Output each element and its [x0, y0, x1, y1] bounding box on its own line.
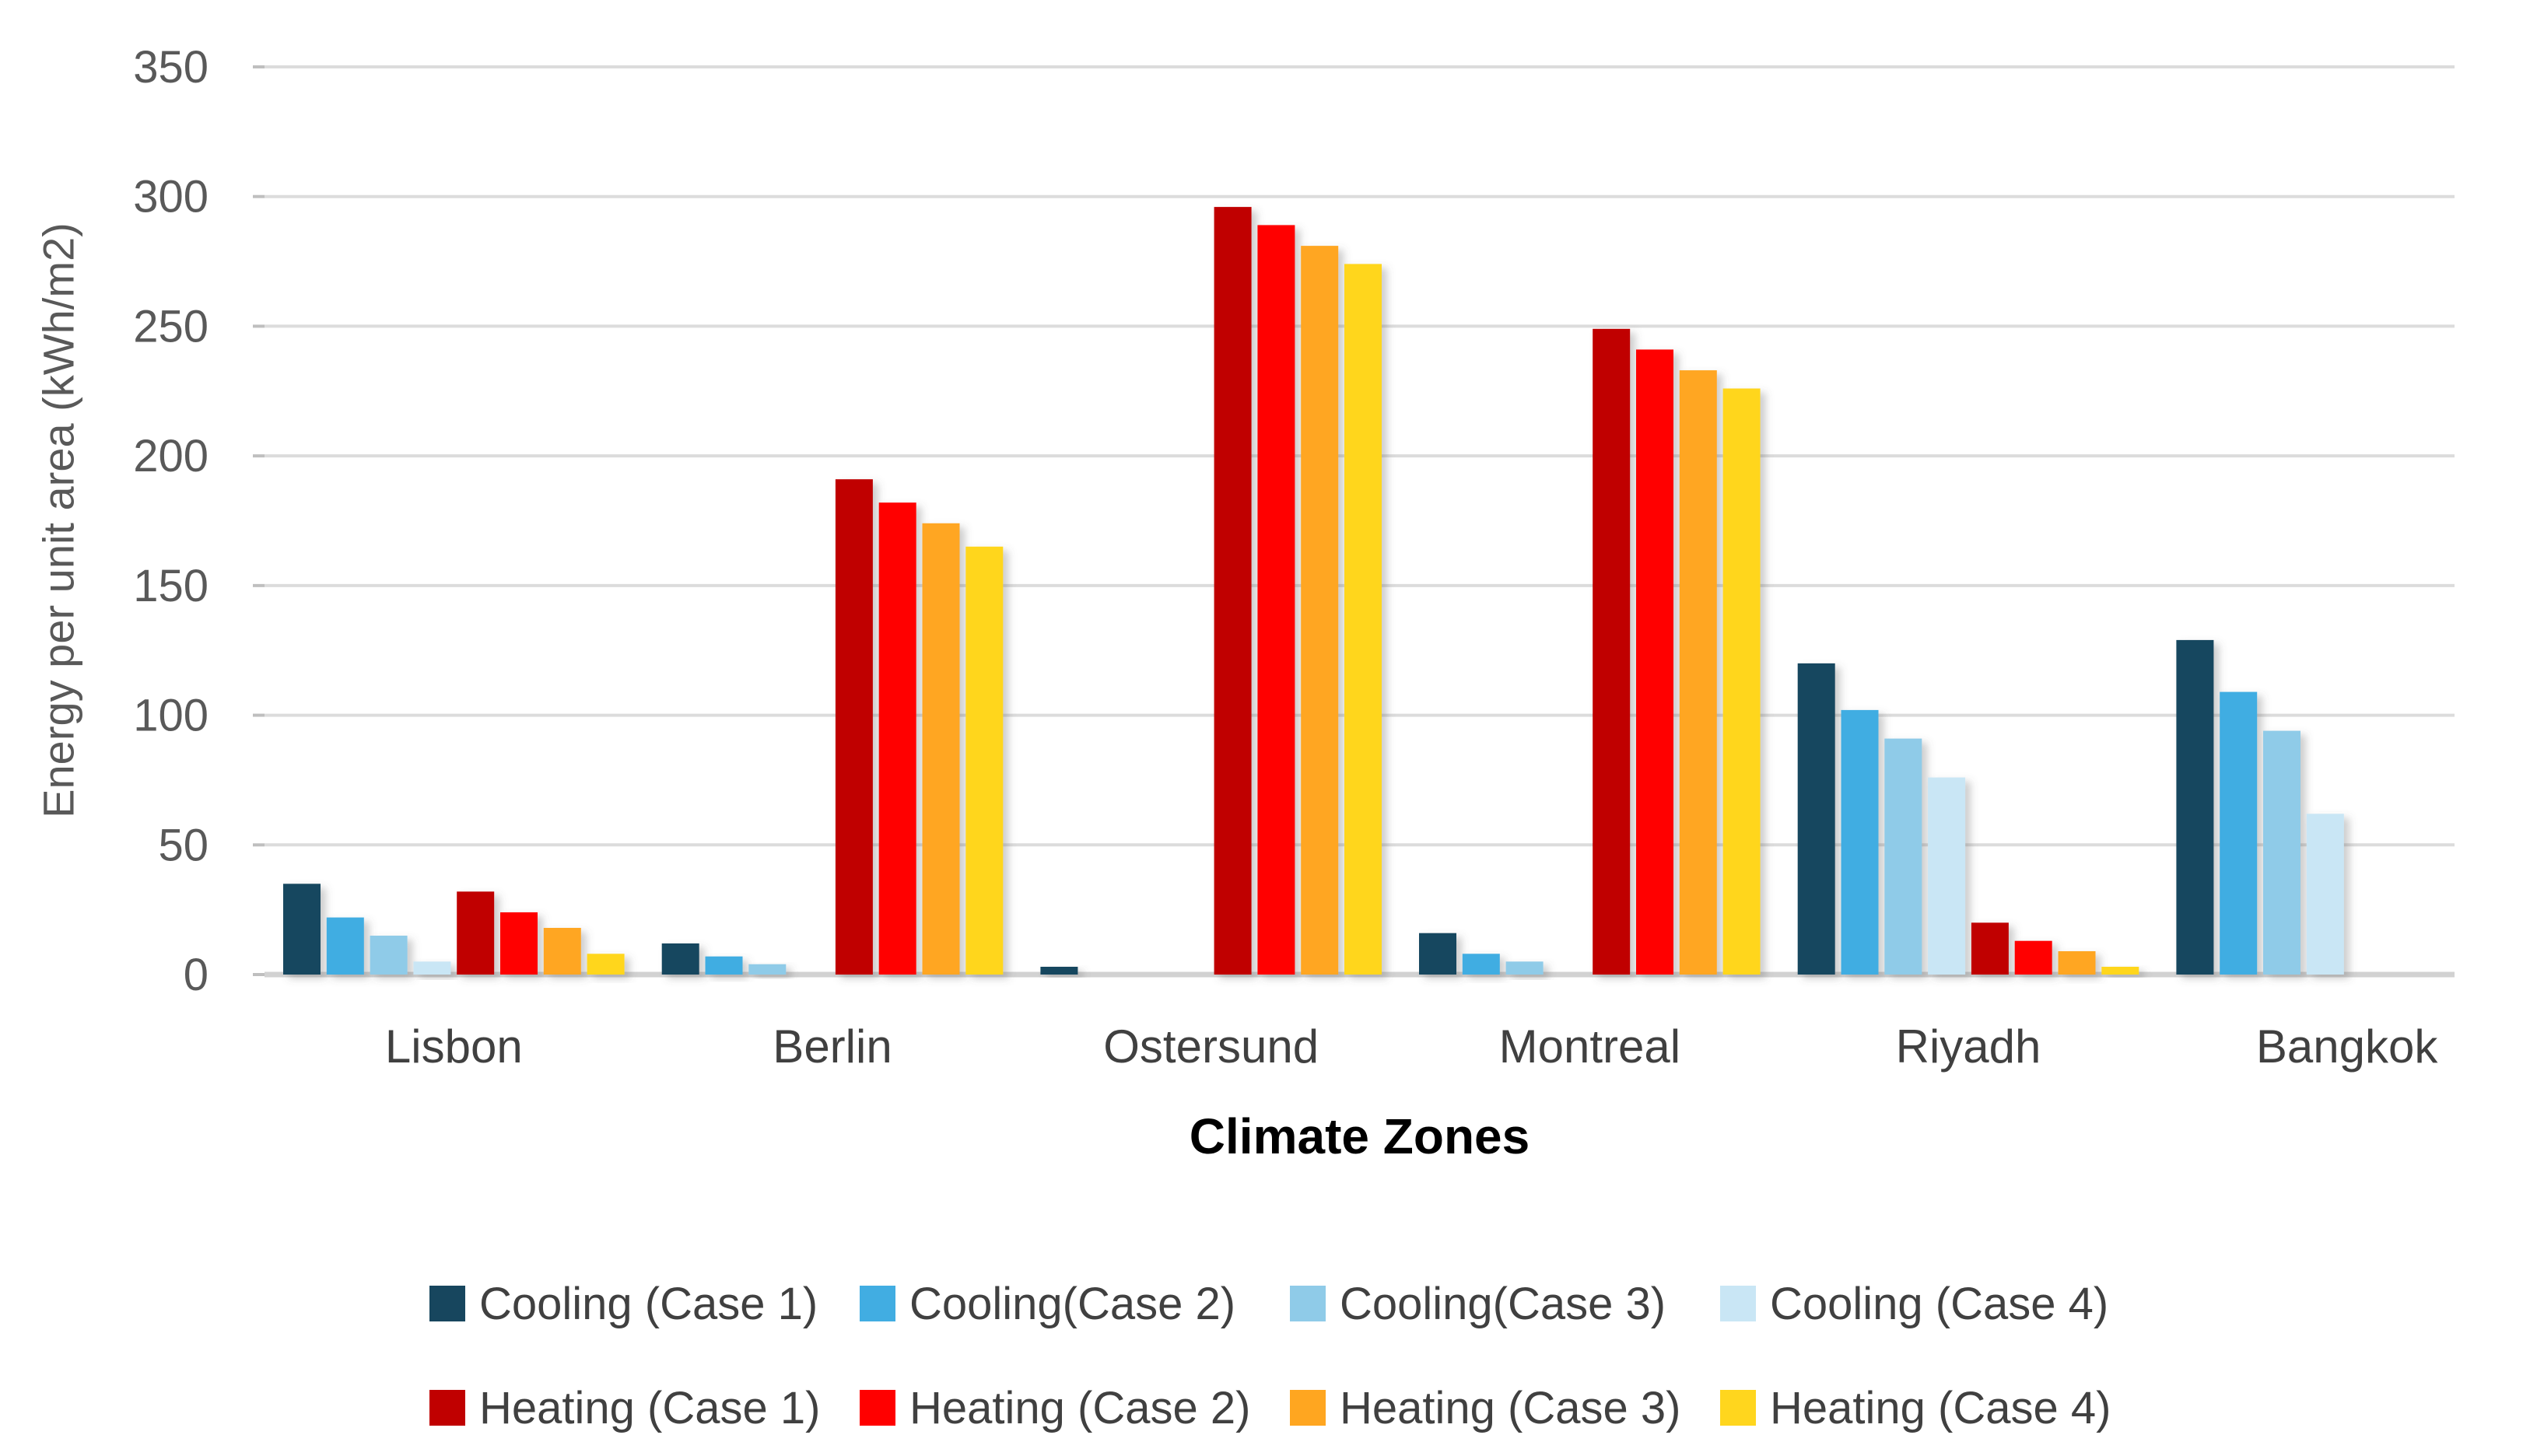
legend-swatch-icon — [1290, 1286, 1326, 1321]
legend-entry-cooling-case-1: Cooling (Case 1) — [429, 1278, 860, 1330]
bar-ostersund-heating-case-1 — [1214, 207, 1252, 975]
bar-lisbon-cooling-case-4 — [413, 961, 451, 975]
bar-ostersund-heating-case-4 — [1344, 264, 1382, 975]
bar-berlin-cooling-case-3 — [748, 964, 787, 975]
bar-berlin-heating-case-4 — [965, 546, 1004, 975]
bar-berlin-cooling-case-1 — [661, 943, 699, 975]
bar-bangkok-cooling-case-1 — [2176, 639, 2214, 975]
x-category-label-bangkok: Bangkok — [2256, 1020, 2438, 1073]
x-category-label-montreal: Montreal — [1499, 1020, 1680, 1073]
bar-ostersund-cooling-case-1 — [1040, 967, 1078, 975]
bar-riyadh-heating-case-2 — [2014, 940, 2052, 975]
bar-riyadh-cooling-case-1 — [1797, 663, 1835, 975]
bar-riyadh-cooling-case-4 — [1928, 777, 1966, 975]
bar-montreal-heating-case-3 — [1679, 370, 1717, 975]
y-tick-label-100: 100 — [133, 691, 208, 741]
legend-entry-cooling-case-4: Cooling (Case 4) — [1720, 1278, 2150, 1330]
legend-entry-heating-case-4: Heating (Case 4) — [1720, 1382, 2150, 1434]
y-tick-label-300: 300 — [133, 172, 208, 222]
legend-swatch-icon — [1720, 1390, 1756, 1426]
bar-bangkok-cooling-case-2 — [2220, 691, 2258, 975]
legend-swatch-icon — [1290, 1390, 1326, 1426]
bar-montreal-heating-case-1 — [1593, 328, 1631, 975]
legend-label: Cooling (Case 4) — [1770, 1278, 2109, 1329]
bar-lisbon-cooling-case-2 — [326, 917, 364, 975]
y-tick-label-0: 0 — [184, 950, 208, 1000]
legend-label: Heating (Case 1) — [479, 1382, 821, 1433]
legend-label: Heating (Case 2) — [909, 1382, 1251, 1433]
bar-lisbon-cooling-case-3 — [370, 936, 408, 975]
bar-montreal-cooling-case-2 — [1462, 954, 1500, 975]
x-category-label-lisbon: Lisbon — [385, 1020, 523, 1073]
bar-ostersund-heating-case-3 — [1301, 246, 1339, 975]
bar-berlin-heating-case-3 — [922, 523, 960, 975]
legend-swatch-icon — [860, 1286, 895, 1321]
legend-label: Cooling(Case 3) — [1340, 1278, 1666, 1329]
y-tick-label-250: 250 — [133, 301, 208, 352]
bar-montreal-heating-case-2 — [1636, 349, 1673, 975]
x-axis-title: Climate Zones — [1189, 1108, 1530, 1164]
legend-entry-heating-case-1: Heating (Case 1) — [429, 1382, 860, 1434]
bar-ostersund-heating-case-2 — [1257, 225, 1295, 975]
bar-berlin-heating-case-1 — [835, 479, 873, 975]
bar-riyadh-heating-case-1 — [1971, 922, 2009, 975]
chart-legend: Cooling (Case 1) Cooling(Case 2) Cooling(C… — [429, 1279, 2150, 1456]
y-axis-title: Energy per unit area (kWh/m2) — [33, 222, 83, 818]
bar-riyadh-heating-case-4 — [2101, 967, 2139, 975]
legend-label: Heating (Case 3) — [1340, 1382, 1681, 1433]
bar-montreal-cooling-case-1 — [1419, 933, 1456, 975]
bar-riyadh-cooling-case-3 — [1884, 738, 1922, 975]
bar-lisbon-cooling-case-1 — [283, 884, 321, 975]
legend-row-2: Heating (Case 1) Heating (Case 2) Heating … — [429, 1383, 2150, 1433]
bar-lisbon-heating-case-1 — [457, 891, 495, 975]
legend-swatch-icon — [429, 1390, 465, 1426]
bar-lisbon-heating-case-3 — [543, 928, 581, 975]
bar-berlin-cooling-case-2 — [705, 956, 743, 975]
legend-label: Heating (Case 4) — [1770, 1382, 2111, 1433]
bar-berlin-heating-case-2 — [878, 502, 916, 975]
legend-swatch-icon — [1720, 1286, 1756, 1321]
bar-riyadh-heating-case-3 — [2058, 951, 2096, 975]
legend-entry-cooling-case-2: Cooling(Case 2) — [860, 1278, 1290, 1330]
bar-riyadh-cooling-case-2 — [1841, 709, 1879, 975]
legend-swatch-icon — [860, 1390, 895, 1426]
bar-lisbon-heating-case-2 — [500, 912, 538, 975]
legend-row-1: Cooling (Case 1) Cooling(Case 2) Cooling(C… — [429, 1278, 2150, 1330]
bar-bangkok-cooling-case-4 — [2306, 814, 2344, 975]
x-category-label-riyadh: Riyadh — [1896, 1020, 2041, 1073]
bar-montreal-cooling-case-3 — [1505, 961, 1544, 975]
x-category-label-ostersund: Ostersund — [1103, 1020, 1319, 1073]
y-tick-label-200: 200 — [133, 431, 208, 481]
legend-label: Cooling (Case 1) — [479, 1278, 818, 1329]
legend-label: Cooling(Case 2) — [909, 1278, 1236, 1329]
x-category-label-berlin: Berlin — [773, 1020, 892, 1073]
bar-bangkok-cooling-case-3 — [2263, 730, 2300, 975]
bar-lisbon-heating-case-4 — [587, 954, 625, 975]
legend-swatch-icon — [429, 1286, 465, 1321]
y-tick-label-350: 350 — [133, 42, 208, 93]
bar-montreal-heating-case-4 — [1722, 388, 1761, 975]
legend-entry-heating-case-2: Heating (Case 2) — [860, 1382, 1290, 1434]
legend-entry-heating-case-3: Heating (Case 3) — [1290, 1382, 1720, 1434]
legend-entry-cooling-case-3: Cooling(Case 3) — [1290, 1278, 1720, 1330]
y-tick-label-150: 150 — [133, 561, 208, 611]
y-tick-label-50: 50 — [158, 820, 208, 870]
